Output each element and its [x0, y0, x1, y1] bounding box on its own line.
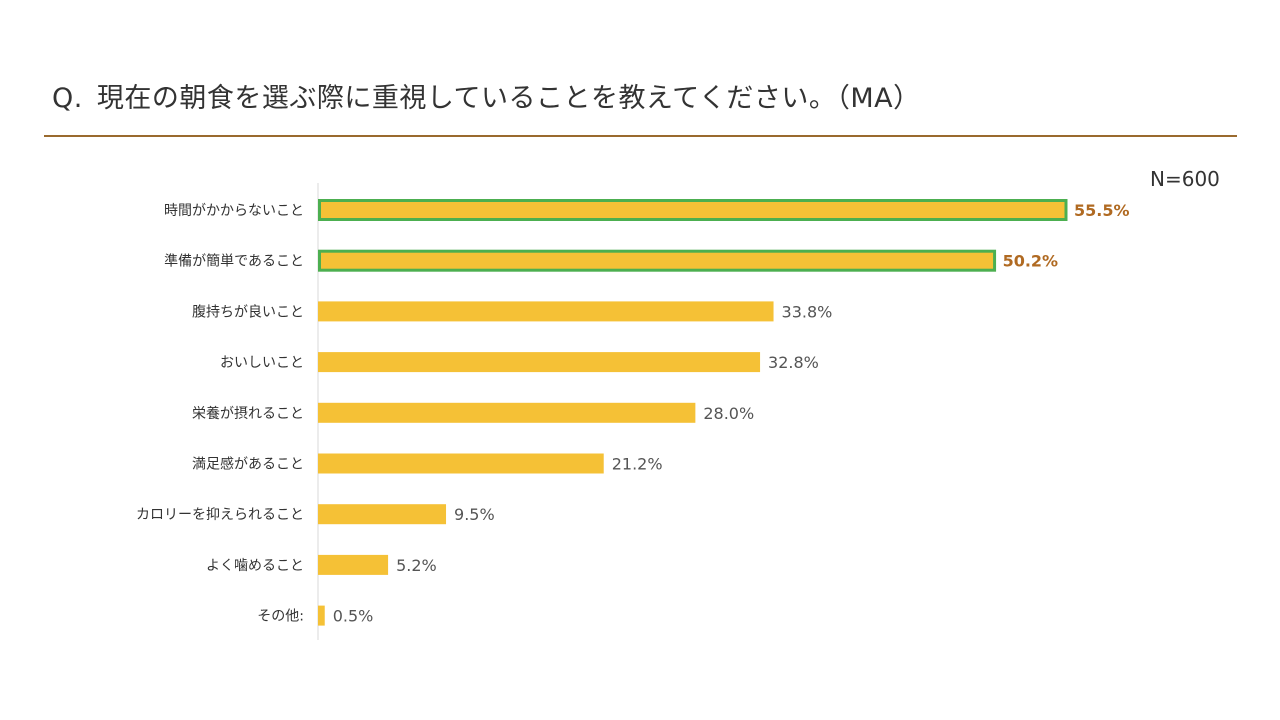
category-label: その他:: [257, 609, 304, 625]
title-divider: [44, 135, 1237, 137]
value-label: 28.0%: [703, 404, 754, 423]
bar: [318, 554, 389, 575]
value-label: 50.2%: [1003, 252, 1059, 271]
category-label: よく噛めること: [206, 558, 304, 574]
value-label: 21.2%: [612, 455, 663, 474]
question-text: 現在の朝食を選ぶ際に重視していることを教えてください。（MA）: [96, 83, 921, 114]
value-label: 5.2%: [396, 556, 437, 575]
value-label: 55.5%: [1074, 201, 1130, 220]
bar: [318, 352, 761, 373]
category-label: 時間がかからないこと: [164, 203, 304, 219]
category-label: 栄養が摂れること: [192, 405, 304, 422]
question-title: Q. 現在の朝食を選ぶ際に重視していることを教えてください。（MA）: [52, 76, 921, 115]
category-label: 腹持ちが良いこと: [192, 303, 304, 320]
category-label: 満足感があること: [192, 456, 304, 473]
bar: [318, 504, 447, 525]
category-label: 準備が簡単であること: [164, 254, 304, 270]
question-prefix: Q.: [52, 83, 83, 114]
bar: [318, 402, 696, 423]
category-label: おいしいこと: [220, 355, 304, 371]
bar: [318, 453, 604, 474]
value-label: 9.5%: [454, 505, 495, 524]
category-label: カロリーを抑えられること: [136, 507, 304, 523]
sample-size-label: N=600: [1150, 167, 1220, 191]
value-label: 32.8%: [768, 353, 819, 372]
value-label: 33.8%: [782, 302, 833, 321]
value-label: 0.5%: [333, 607, 374, 626]
bar: [318, 301, 774, 322]
highlighted-bar: [318, 199, 1068, 221]
highlighted-bar: [318, 249, 997, 272]
bar: [318, 605, 325, 626]
